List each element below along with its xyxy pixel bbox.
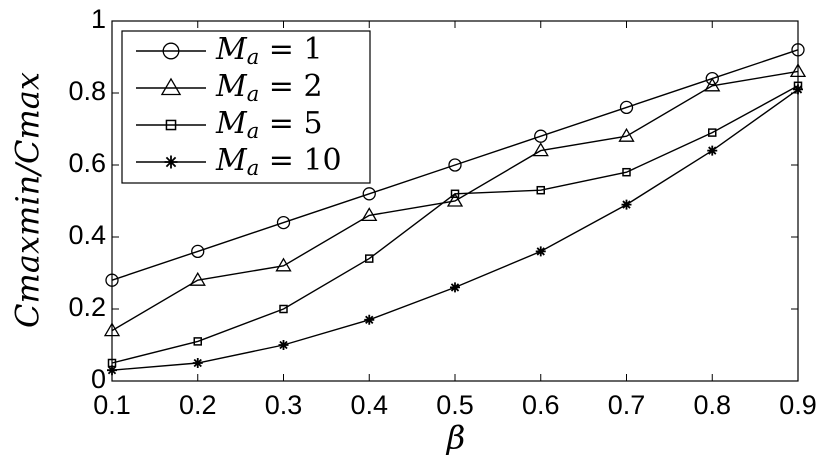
y-tick-label: 0: [91, 364, 106, 394]
marker: [164, 155, 178, 169]
marker: [621, 199, 632, 210]
marker: [536, 185, 545, 195]
x-tick-label: 0.3: [265, 390, 303, 420]
marker: [705, 71, 719, 86]
marker: [361, 207, 378, 222]
marker: [532, 142, 549, 157]
marker: [793, 84, 803, 95]
marker: [789, 63, 807, 78]
marker: [704, 77, 721, 92]
marker: [448, 158, 462, 172]
marker: [276, 215, 291, 230]
series-line: [111, 49, 799, 281]
marker: [107, 365, 117, 376]
marker: [103, 322, 121, 337]
x-tick-label: 0.6: [522, 390, 560, 420]
x-tick-label: 0.4: [350, 390, 388, 420]
y-tick-label: 1: [91, 4, 106, 34]
marker: [165, 119, 177, 131]
y-tick-label: 0.4: [68, 220, 106, 250]
x-tick-label: 0.9: [779, 390, 817, 420]
x-tick-label: 0.2: [179, 390, 217, 420]
marker: [160, 77, 182, 96]
marker: [622, 167, 631, 177]
marker: [708, 128, 717, 137]
y-tick-label: 0.6: [68, 148, 106, 178]
x-tick-label: 0.1: [93, 390, 131, 420]
x-axis-label: β: [446, 419, 466, 457]
marker: [193, 337, 202, 346]
marker: [535, 246, 546, 257]
marker: [707, 145, 718, 156]
marker: [446, 192, 464, 207]
marker: [450, 189, 460, 199]
marker: [618, 127, 635, 142]
y-axis-label: Cmaxmin/Cmax: [9, 72, 47, 328]
marker: [791, 43, 805, 57]
marker: [534, 129, 548, 143]
marker: [450, 282, 460, 293]
marker: [365, 254, 374, 263]
legend-label: Ma = 1: [215, 32, 323, 69]
legend-box: [121, 30, 371, 184]
y-tick-label: 0.8: [68, 76, 106, 106]
marker: [619, 100, 634, 115]
series-line: [111, 85, 799, 364]
legend-label: Ma = 5: [215, 106, 323, 143]
marker: [278, 340, 289, 350]
marker: [162, 42, 180, 60]
x-tick-label: 0.5: [436, 390, 474, 420]
marker: [279, 304, 288, 314]
x-tick-label: 0.7: [608, 390, 646, 420]
series-line: [111, 70, 799, 332]
marker: [275, 257, 292, 272]
legend-label: Ma = 2: [215, 69, 323, 106]
marker: [362, 187, 376, 201]
x-tick-label: 0.8: [693, 390, 731, 420]
y-tick-label: 0.2: [68, 292, 106, 322]
marker: [192, 358, 203, 368]
legend-label: Ma = 10: [215, 143, 342, 180]
marker: [191, 244, 205, 259]
marker: [105, 273, 119, 287]
marker: [364, 314, 375, 325]
marker: [189, 271, 206, 286]
